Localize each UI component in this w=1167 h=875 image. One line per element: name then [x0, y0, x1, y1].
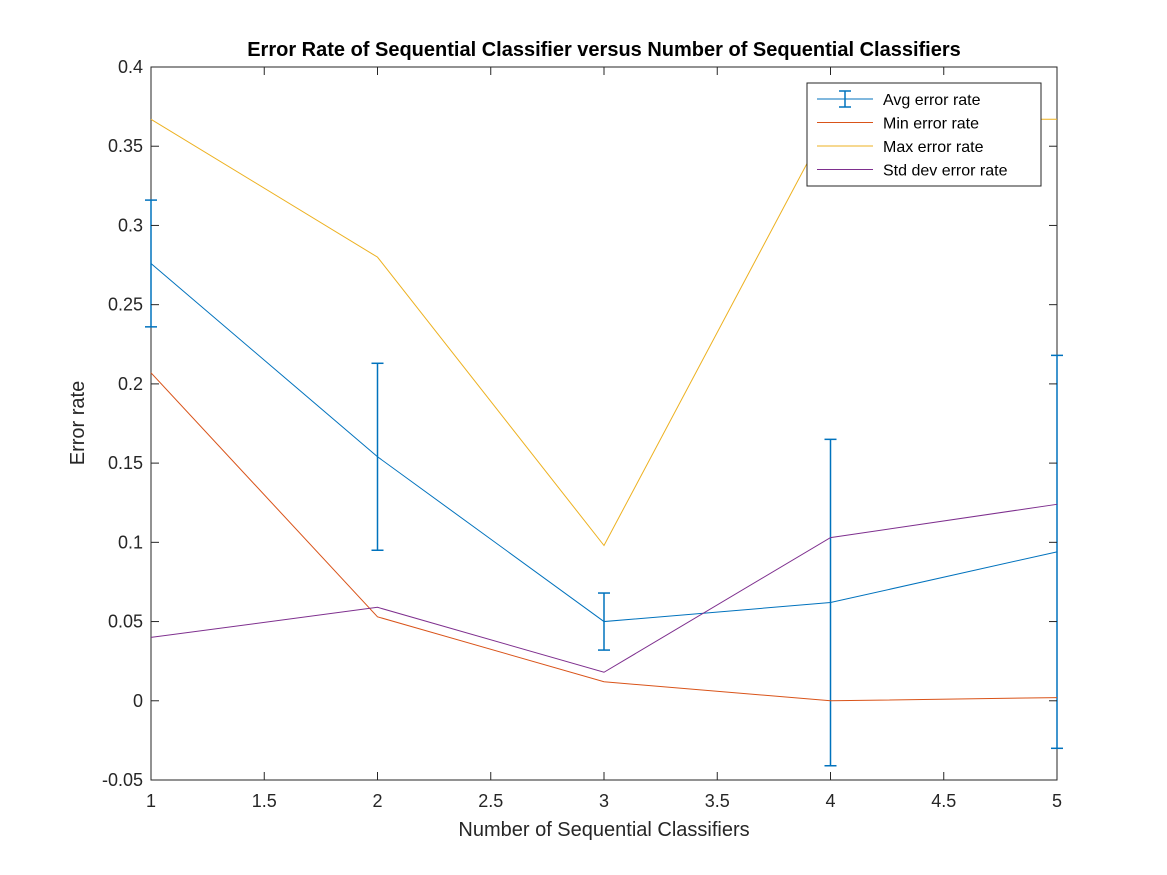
- legend-item: Std dev error rate: [817, 163, 1008, 180]
- series-layer: [145, 118, 1063, 767]
- legend-label: Min error rate: [883, 116, 979, 133]
- legend-label: Max error rate: [883, 139, 984, 156]
- series-line: [150, 263, 1058, 623]
- x-tick-label: 1.5: [252, 791, 277, 811]
- x-tick-label: 2.5: [478, 791, 503, 811]
- legend-item: Min error rate: [817, 116, 979, 133]
- ticks-layer: 1 1.5 2 2.5 3 3.5 4 4.5 5 -0.05 0 0.05 0.1 0.15 0.2 0.2…: [102, 57, 1062, 811]
- series-min-error-rate: [150, 372, 1058, 702]
- x-tick-label: 3: [599, 791, 609, 811]
- series-line: [150, 372, 1058, 702]
- y-axis-label: Error rate: [67, 381, 89, 465]
- y-tick-label: 0.3: [118, 215, 143, 235]
- y-tick-label: 0.2: [118, 374, 143, 394]
- plot-area: 1 1.5 2 2.5 3 3.5 4 4.5 5 -0.05 0 0.05 0.1 0.15 0.2 0.2…: [102, 57, 1063, 811]
- legend-item: Max error rate: [817, 139, 984, 156]
- y-tick-label: 0: [133, 691, 143, 711]
- x-tick-label: 4: [825, 791, 835, 811]
- x-tick-label: 2: [372, 791, 382, 811]
- y-tick-label: 0.05: [108, 612, 143, 632]
- x-tick-label: 5: [1052, 791, 1062, 811]
- error-bar: [824, 438, 837, 767]
- legend-item: Avg error rate: [817, 90, 981, 109]
- legend-label: Avg error rate: [883, 92, 981, 109]
- error-bar: [598, 592, 610, 651]
- chart-title: Error Rate of Sequential Classifier vers…: [247, 39, 961, 61]
- legend-box: [806, 82, 1042, 187]
- x-axis-label: Number of Sequential Classifiers: [458, 819, 749, 841]
- x-tick-label: 3.5: [705, 791, 730, 811]
- y-tick-label: -0.05: [102, 770, 143, 790]
- x-tick-label: 1: [146, 791, 156, 811]
- legend-items: Avg error rate Min error rate Max error ra…: [817, 90, 1008, 180]
- series-std-dev-error-rate: [150, 503, 1058, 673]
- legend-label: Std dev error rate: [883, 163, 1008, 180]
- y-tick-label: 0.4: [118, 57, 143, 77]
- legend: Avg error rate Min error rate Max error ra…: [806, 82, 1042, 187]
- series-line: [150, 503, 1058, 673]
- series-avg-error-rate: [145, 199, 1063, 767]
- error-bar: [145, 199, 157, 328]
- error-bar: [371, 362, 384, 552]
- y-tick-label: 0.35: [108, 136, 143, 156]
- y-tick-label: 0.1: [118, 532, 143, 552]
- x-tick-label: 4.5: [931, 791, 956, 811]
- error-bar: [1051, 354, 1063, 750]
- y-tick-label: 0.25: [108, 295, 143, 315]
- y-tick-label: 0.15: [108, 453, 143, 473]
